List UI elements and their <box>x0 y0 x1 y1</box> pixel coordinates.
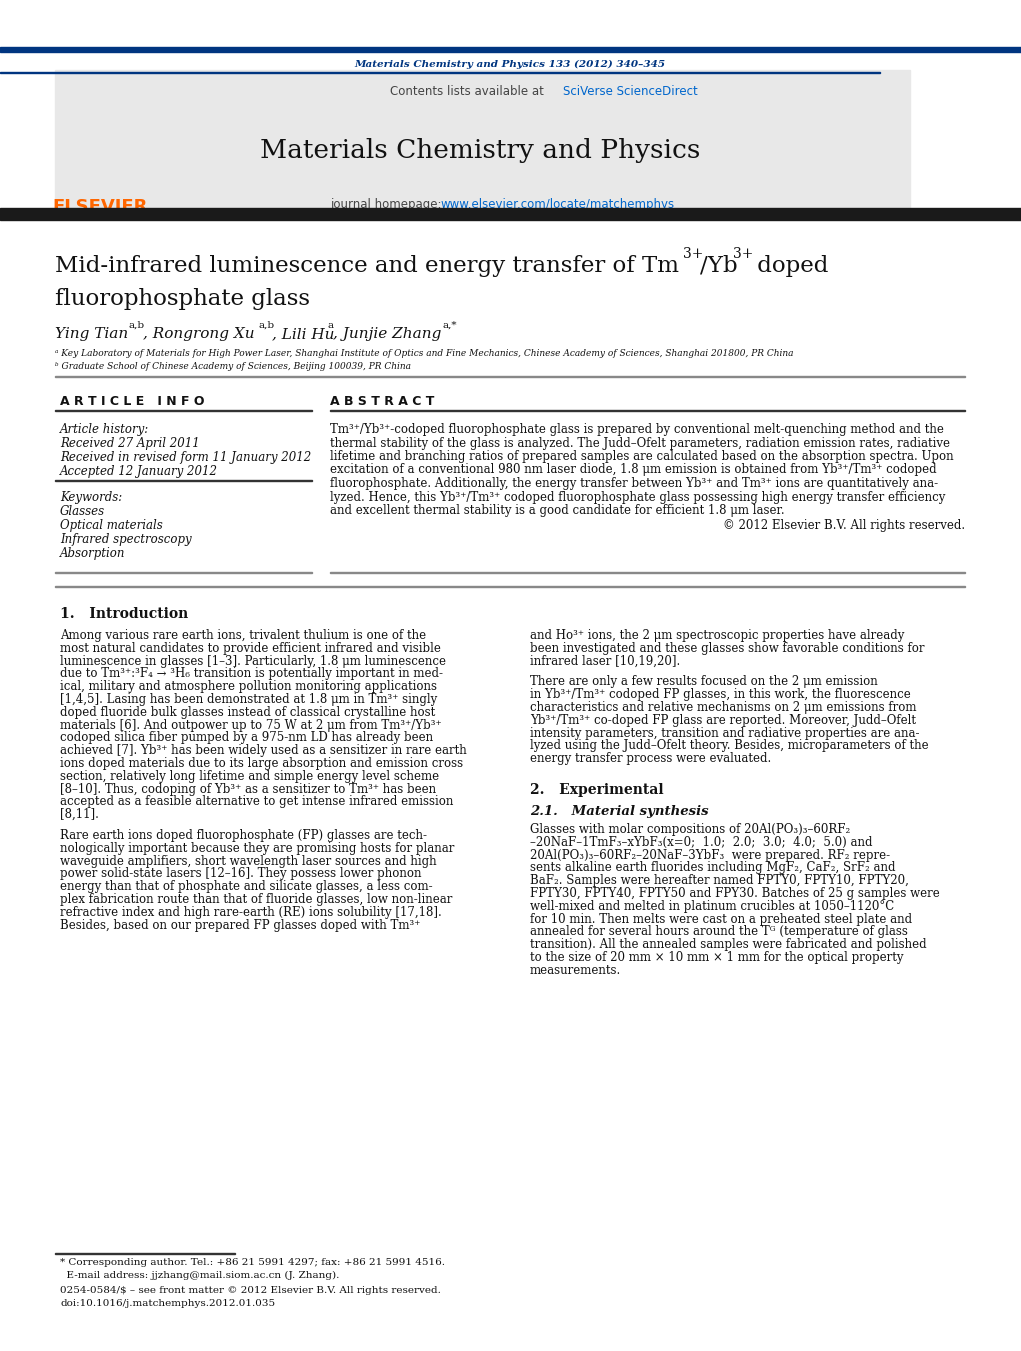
Bar <box>0 47 1021 51</box>
Text: a: a <box>327 322 333 330</box>
Text: Optical materials: Optical materials <box>60 519 162 532</box>
Text: lyzed. Hence, this Yb³⁺/Tm³⁺ codoped fluorophosphate glass possessing high energ: lyzed. Hence, this Yb³⁺/Tm³⁺ codoped flu… <box>330 490 945 504</box>
Text: a,b: a,b <box>258 322 274 330</box>
Text: in Yb³⁺/Tm³⁺ codoped FP glasses, in this work, the fluorescence: in Yb³⁺/Tm³⁺ codoped FP glasses, in this… <box>530 688 911 701</box>
Text: FPTY30, FPTY40, FPTY50 and FPY30. Batches of 25 g samples were: FPTY30, FPTY40, FPTY50 and FPY30. Batche… <box>530 888 939 900</box>
Text: journal homepage:: journal homepage: <box>330 199 445 211</box>
Text: achieved [7]. Yb³⁺ has been widely used as a sensitizer in rare earth: achieved [7]. Yb³⁺ has been widely used … <box>60 744 467 757</box>
Text: a,*: a,* <box>442 322 456 330</box>
Text: and Ho³⁺ ions, the 2 μm spectroscopic properties have already: and Ho³⁺ ions, the 2 μm spectroscopic pr… <box>530 630 905 642</box>
Text: ᵇ Graduate School of Chinese Academy of Sciences, Beijing 100039, PR China: ᵇ Graduate School of Chinese Academy of … <box>55 362 411 372</box>
Text: and excellent thermal stability is a good candidate for efficient 1.8 μm laser.: and excellent thermal stability is a goo… <box>330 504 784 517</box>
Text: Ying Tian: Ying Tian <box>55 327 129 340</box>
Text: doi:10.1016/j.matchemphys.2012.01.035: doi:10.1016/j.matchemphys.2012.01.035 <box>60 1300 275 1308</box>
Text: plex fabrication route than that of fluoride glasses, low non-linear: plex fabrication route than that of fluo… <box>60 893 452 907</box>
Text: Materials Chemistry and Physics 133 (2012) 340–345: Materials Chemistry and Physics 133 (201… <box>354 59 666 69</box>
Text: fluorophosphate. Additionally, the energy transfer between Yb³⁺ and Tm³⁺ ions ar: fluorophosphate. Additionally, the energ… <box>330 477 938 490</box>
Text: intensity parameters, transition and radiative properties are ana-: intensity parameters, transition and rad… <box>530 727 920 739</box>
Text: © 2012 Elsevier B.V. All rights reserved.: © 2012 Elsevier B.V. All rights reserved… <box>723 520 965 532</box>
Text: ions doped materials due to its large absorption and emission cross: ions doped materials due to its large ab… <box>60 757 464 770</box>
Text: luminescence in glasses [1–3]. Particularly, 1.8 μm luminescence: luminescence in glasses [1–3]. Particula… <box>60 655 446 667</box>
Text: Contents lists available at: Contents lists available at <box>390 85 547 99</box>
Text: doped: doped <box>750 255 828 277</box>
Text: A R T I C L E   I N F O: A R T I C L E I N F O <box>60 394 204 408</box>
Text: infrared laser [10,19,20].: infrared laser [10,19,20]. <box>530 655 680 667</box>
Bar <box>55 70 910 215</box>
Text: power solid-state lasers [12–16]. They possess lower phonon: power solid-state lasers [12–16]. They p… <box>60 867 422 881</box>
Text: thermal stability of the glass is analyzed. The Judd–Ofelt parameters, radiation: thermal stability of the glass is analyz… <box>330 436 950 450</box>
Text: most natural candidates to provide efficient infrared and visible: most natural candidates to provide effic… <box>60 642 441 655</box>
Bar <box>0 72 880 73</box>
Text: Among various rare earth ions, trivalent thulium is one of the: Among various rare earth ions, trivalent… <box>60 630 426 642</box>
Text: lyzed using the Judd–Ofelt theory. Besides, microparameters of the: lyzed using the Judd–Ofelt theory. Besid… <box>530 739 929 753</box>
Text: A B S T R A C T: A B S T R A C T <box>330 394 434 408</box>
Text: doped fluoride bulk glasses instead of classical crystalline host: doped fluoride bulk glasses instead of c… <box>60 705 435 719</box>
Text: section, relatively long lifetime and simple energy level scheme: section, relatively long lifetime and si… <box>60 770 439 782</box>
Text: Materials Chemistry and Physics: Materials Chemistry and Physics <box>259 138 700 163</box>
Text: [1,4,5]. Lasing has been demonstrated at 1.8 μm in Tm³⁺ singly: [1,4,5]. Lasing has been demonstrated at… <box>60 693 437 707</box>
Text: excitation of a conventional 980 nm laser diode, 1.8 μm emission is obtained fro: excitation of a conventional 980 nm lase… <box>330 463 936 477</box>
Text: transition). All the annealed samples were fabricated and polished: transition). All the annealed samples we… <box>530 938 927 951</box>
Text: [8,11].: [8,11]. <box>60 808 99 821</box>
Text: , Junjie Zhang: , Junjie Zhang <box>333 327 441 340</box>
Text: Tm³⁺/Yb³⁺-codoped fluorophosphate glass is prepared by conventional melt-quenchi: Tm³⁺/Yb³⁺-codoped fluorophosphate glass … <box>330 423 943 436</box>
Text: 2.1.   Material synthesis: 2.1. Material synthesis <box>530 805 709 817</box>
Text: measurements.: measurements. <box>530 963 621 977</box>
Text: energy transfer process were evaluated.: energy transfer process were evaluated. <box>530 753 771 765</box>
Text: BaF₂. Samples were hereafter named FPTY0, FPTY10, FPTY20,: BaF₂. Samples were hereafter named FPTY0… <box>530 874 909 888</box>
Text: fluorophosphate glass: fluorophosphate glass <box>55 288 310 309</box>
Text: Received in revised form 11 January 2012: Received in revised form 11 January 2012 <box>60 451 311 463</box>
Text: Received 27 April 2011: Received 27 April 2011 <box>60 436 200 450</box>
Text: 20Al(PO₃)₃–60RF₂–20NaF–3YbF₃  were prepared. RF₂ repre-: 20Al(PO₃)₃–60RF₂–20NaF–3YbF₃ were prepar… <box>530 848 890 862</box>
Text: There are only a few results focused on the 2 μm emission: There are only a few results focused on … <box>530 676 878 689</box>
Text: waveguide amplifiers, short wavelength laser sources and high: waveguide amplifiers, short wavelength l… <box>60 855 437 867</box>
Text: due to Tm³⁺:³F₄ → ³H₆ transition is potentially important in med-: due to Tm³⁺:³F₄ → ³H₆ transition is pote… <box>60 667 443 681</box>
Text: annealed for several hours around the Tᴳ (temperature of glass: annealed for several hours around the Tᴳ… <box>530 925 908 939</box>
Text: a,b: a,b <box>128 322 144 330</box>
Text: Yb³⁺/Tm³⁺ co-doped FP glass are reported. Moreover, Judd–Ofelt: Yb³⁺/Tm³⁺ co-doped FP glass are reported… <box>530 713 916 727</box>
Text: , Rongrong Xu: , Rongrong Xu <box>143 327 254 340</box>
Text: 2.   Experimental: 2. Experimental <box>530 784 664 797</box>
Text: /Yb: /Yb <box>700 255 737 277</box>
Text: nologically important because they are promising hosts for planar: nologically important because they are p… <box>60 842 454 855</box>
Text: to the size of 20 mm × 10 mm × 1 mm for the optical property: to the size of 20 mm × 10 mm × 1 mm for … <box>530 951 904 965</box>
Text: Rare earth ions doped fluorophosphate (FP) glasses are tech-: Rare earth ions doped fluorophosphate (F… <box>60 830 427 842</box>
Text: lifetime and branching ratios of prepared samples are calculated based on the ab: lifetime and branching ratios of prepare… <box>330 450 954 463</box>
Text: well-mixed and melted in platinum crucibles at 1050–1120°C: well-mixed and melted in platinum crucib… <box>530 900 894 913</box>
Text: Glasses with molar compositions of 20Al(PO₃)₃–60RF₂: Glasses with molar compositions of 20Al(… <box>530 823 850 836</box>
Text: * Corresponding author. Tel.: +86 21 5991 4297; fax: +86 21 5991 4516.: * Corresponding author. Tel.: +86 21 599… <box>60 1258 445 1267</box>
Bar <box>0 208 1021 220</box>
Text: characteristics and relative mechanisms on 2 μm emissions from: characteristics and relative mechanisms … <box>530 701 917 713</box>
Text: 0254-0584/$ – see front matter © 2012 Elsevier B.V. All rights reserved.: 0254-0584/$ – see front matter © 2012 El… <box>60 1286 441 1296</box>
Text: Besides, based on our prepared FP glasses doped with Tm³⁺: Besides, based on our prepared FP glasse… <box>60 919 421 932</box>
Text: codoped silica fiber pumped by a 975-nm LD has already been: codoped silica fiber pumped by a 975-nm … <box>60 731 433 744</box>
Text: refractive index and high rare-earth (RE) ions solubility [17,18].: refractive index and high rare-earth (RE… <box>60 905 442 919</box>
Text: Accepted 12 January 2012: Accepted 12 January 2012 <box>60 465 218 478</box>
Text: 1.   Introduction: 1. Introduction <box>60 607 188 621</box>
Text: [8–10]. Thus, codoping of Yb³⁺ as a sensitizer to Tm³⁺ has been: [8–10]. Thus, codoping of Yb³⁺ as a sens… <box>60 782 436 796</box>
Text: accepted as a feasible alternative to get intense infrared emission: accepted as a feasible alternative to ge… <box>60 796 453 808</box>
Text: materials [6]. And outpower up to 75 W at 2 μm from Tm³⁺/Yb³⁺: materials [6]. And outpower up to 75 W a… <box>60 719 442 732</box>
Text: Article history:: Article history: <box>60 423 149 436</box>
Text: , Lili Hu: , Lili Hu <box>272 327 335 340</box>
Text: ᵃ Key Laboratory of Materials for High Power Laser, Shanghai Institute of Optics: ᵃ Key Laboratory of Materials for High P… <box>55 349 793 358</box>
Text: Keywords:: Keywords: <box>60 490 123 504</box>
Text: E-mail address: jjzhang@mail.siom.ac.cn (J. Zhang).: E-mail address: jjzhang@mail.siom.ac.cn … <box>60 1271 339 1281</box>
Text: Absorption: Absorption <box>60 547 126 561</box>
Text: Glasses: Glasses <box>60 505 105 517</box>
Text: 3+: 3+ <box>683 247 703 261</box>
Text: Infrared spectroscopy: Infrared spectroscopy <box>60 534 192 546</box>
Text: Mid-infrared luminescence and energy transfer of Tm: Mid-infrared luminescence and energy tra… <box>55 255 679 277</box>
Text: ical, military and atmosphere pollution monitoring applications: ical, military and atmosphere pollution … <box>60 680 437 693</box>
Text: –20NaF–1TmF₃–xYbF₃(x=0;  1.0;  2.0;  3.0;  4.0;  5.0) and: –20NaF–1TmF₃–xYbF₃(x=0; 1.0; 2.0; 3.0; 4… <box>530 836 873 848</box>
Text: www.elsevier.com/locate/matchemphys: www.elsevier.com/locate/matchemphys <box>440 199 674 211</box>
Text: ELSEVIER: ELSEVIER <box>52 199 148 216</box>
Text: for 10 min. Then melts were cast on a preheated steel plate and: for 10 min. Then melts were cast on a pr… <box>530 912 912 925</box>
Text: energy than that of phosphate and silicate glasses, a less com-: energy than that of phosphate and silica… <box>60 881 433 893</box>
Text: SciVerse ScienceDirect: SciVerse ScienceDirect <box>563 85 697 99</box>
Text: been investigated and these glasses show favorable conditions for: been investigated and these glasses show… <box>530 642 924 655</box>
Text: sents alkaline earth fluorides including MgF₂, CaF₂, SrF₂ and: sents alkaline earth fluorides including… <box>530 862 895 874</box>
Text: 3+: 3+ <box>733 247 753 261</box>
